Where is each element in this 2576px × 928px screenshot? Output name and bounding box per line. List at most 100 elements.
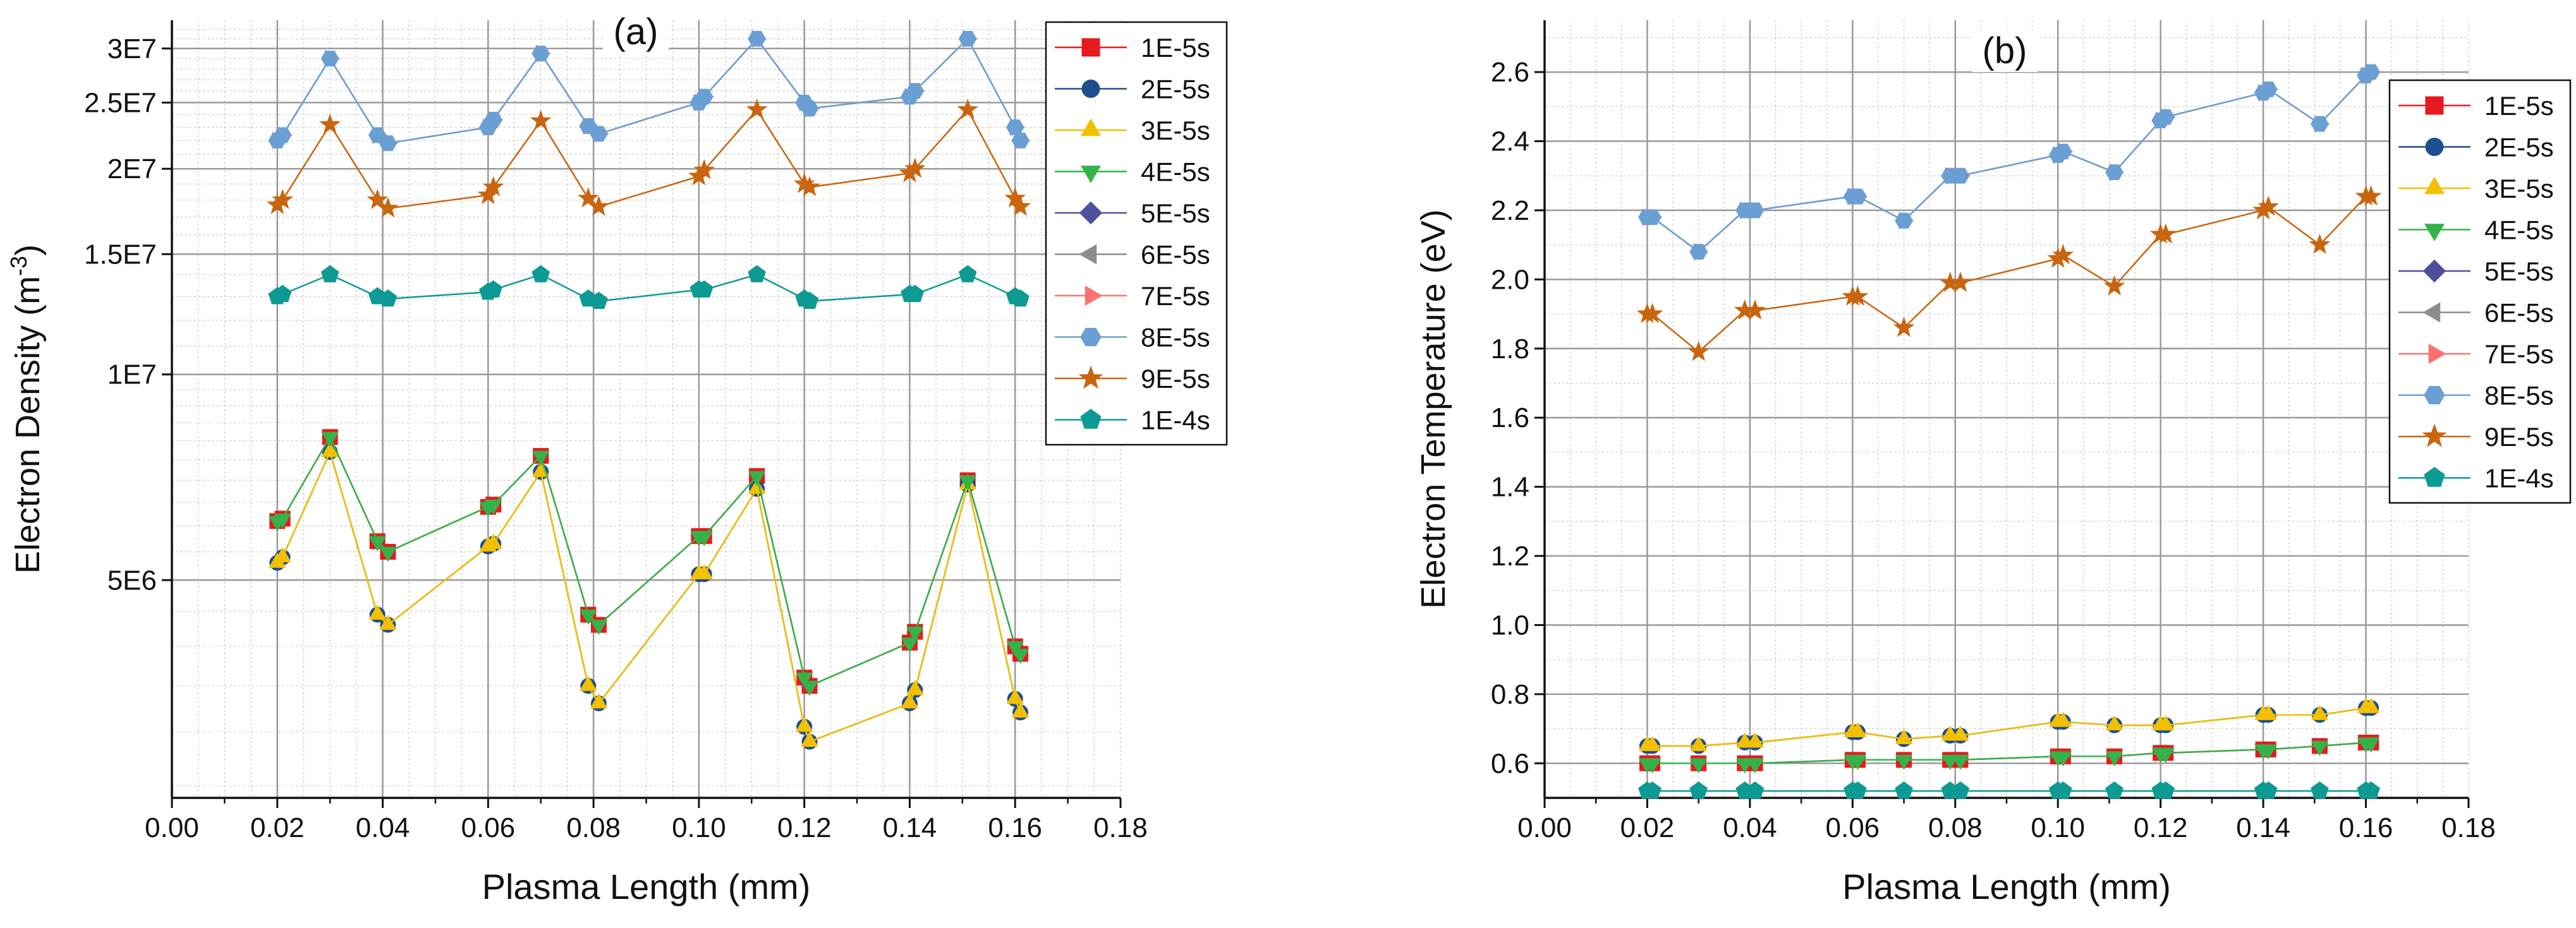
data-point [273, 284, 292, 303]
data-point [2311, 704, 2329, 720]
data-point [1641, 303, 1663, 323]
x-tick-label: 0.02 [250, 812, 305, 843]
panel-a-electron-density: 0.00 0.02 0.04 0.06 0.08 0.10 0.12 0.14 0.16 0.18… [6, 11, 1228, 907]
x-tick-label: 0.08 [1928, 812, 1983, 843]
y-tick-label: 1.2 [1491, 541, 1529, 572]
data-point [904, 157, 926, 178]
x-tick-label: 0.18 [2441, 812, 2496, 843]
x-tick-label: 0.12 [777, 812, 832, 843]
legend-label: 2E-5s [2484, 133, 2554, 162]
data-point [273, 127, 292, 143]
data-point [1950, 272, 1971, 292]
data-point [1689, 244, 1708, 260]
data-point [1009, 195, 1031, 216]
data-point [2311, 781, 2329, 799]
data-point [1895, 754, 1913, 770]
data-point [379, 546, 397, 562]
data-point [2105, 715, 2123, 731]
data-point [1643, 781, 1662, 799]
series-4E-5s [268, 431, 1030, 696]
legend-item: 1E-4s [2398, 464, 2554, 493]
legend-label: 9E-5s [1141, 364, 1210, 394]
data-point [1746, 732, 1764, 748]
data-point [1746, 758, 1764, 774]
y-tick-label: 5E6 [107, 565, 157, 596]
data-point [1849, 722, 1867, 738]
panel-label: (a) [614, 11, 659, 52]
data-point [1849, 188, 1867, 205]
y-axis-title: Electron Density (m-3) [6, 244, 47, 574]
legend-marker [2424, 224, 2445, 241]
legend-marker [1080, 409, 1102, 429]
data-point [367, 188, 389, 209]
x-tick-label: 0.14 [883, 812, 937, 843]
x-axis-ticks: 0.00 0.02 0.04 0.06 0.08 0.10 0.12 0.14 0.16 0.18 [1517, 798, 2496, 843]
data-point [695, 88, 714, 105]
data-point [2054, 711, 2072, 727]
legend-marker [2424, 176, 2445, 195]
data-point [579, 675, 597, 691]
legend-label: 5E-5s [2484, 256, 2554, 286]
data-point [748, 30, 766, 47]
data-point [801, 732, 818, 747]
x-tick-label: 0.14 [2236, 812, 2290, 843]
y-axis-ticks: 0.6 0.8 1.0 1.2 1.4 1.6 1.8 2.0 2.2 2.4 2.6 [1491, 57, 1545, 779]
data-point [377, 197, 399, 218]
panel-b-electron-temperature: 0.00 0.02 0.04 0.06 0.08 0.10 0.12 0.14 0.16 0.18… [1414, 20, 2572, 907]
legend-label: 4E-5s [2484, 215, 2554, 245]
data-point [2105, 781, 2123, 799]
data-point [2257, 195, 2280, 216]
data-point [695, 280, 714, 298]
legend-label: 1E-4s [1141, 406, 1210, 435]
data-point [379, 289, 398, 307]
y-tick-label: 1.0 [1491, 610, 1529, 641]
data-point [906, 284, 925, 303]
data-point [2105, 751, 2123, 767]
data-point [2052, 244, 2074, 265]
data-point [1849, 754, 1867, 770]
legend-label: 4E-5s [1141, 157, 1210, 187]
data-point [799, 176, 820, 196]
series-3E-5s [1638, 697, 2380, 751]
data-point [274, 547, 291, 563]
legend-item: 2E-5s [2398, 133, 2554, 162]
legend-label: 7E-5s [1141, 281, 1210, 311]
data-point [958, 265, 977, 282]
data-point [2259, 81, 2278, 97]
legend-label: 1E-5s [2484, 91, 2554, 121]
data-point [532, 265, 550, 282]
data-point [484, 499, 502, 515]
data-point [588, 195, 610, 216]
legend: 1E-5s 2E-5s 3E-5s 4E-5s 5E-5s 6E-5s 7E-5s 8E-5s… [2388, 79, 2572, 504]
minor-gridlines [171, 20, 1121, 798]
y-tick-label: 2.6 [1491, 57, 1529, 88]
x-tick-label: 0.06 [461, 812, 516, 843]
x-tick-label: 0.10 [2031, 812, 2085, 843]
legend-label: 6E-5s [1141, 240, 1210, 270]
legend-marker [2422, 259, 2446, 283]
data-point [1744, 299, 1766, 320]
minor-gridlines [1544, 20, 2469, 798]
data-point [1011, 289, 1030, 307]
data-point [748, 478, 766, 494]
data-point [1746, 202, 1765, 219]
legend-item: 7E-5s [2398, 339, 2554, 369]
data-point [590, 291, 608, 309]
data-point [2259, 744, 2278, 760]
x-tick-label: 0.18 [1093, 812, 1148, 843]
legend-marker [1081, 80, 1100, 98]
legend-item: 4E-5s [2398, 215, 2554, 245]
data-point [906, 83, 925, 99]
legend-label: 3E-5s [1141, 116, 1210, 145]
legend-item: 6E-5s [1055, 240, 1210, 270]
data-point [484, 112, 503, 128]
legend-marker [1079, 201, 1103, 225]
series-8E-5s [1638, 64, 2381, 260]
data-point [321, 442, 339, 457]
data-point [2156, 781, 2175, 799]
y-axis-title-superscript: -3 [6, 256, 32, 276]
data-point [2362, 737, 2380, 753]
data-point [320, 265, 339, 282]
data-point [321, 431, 339, 447]
data-point [2360, 185, 2382, 206]
